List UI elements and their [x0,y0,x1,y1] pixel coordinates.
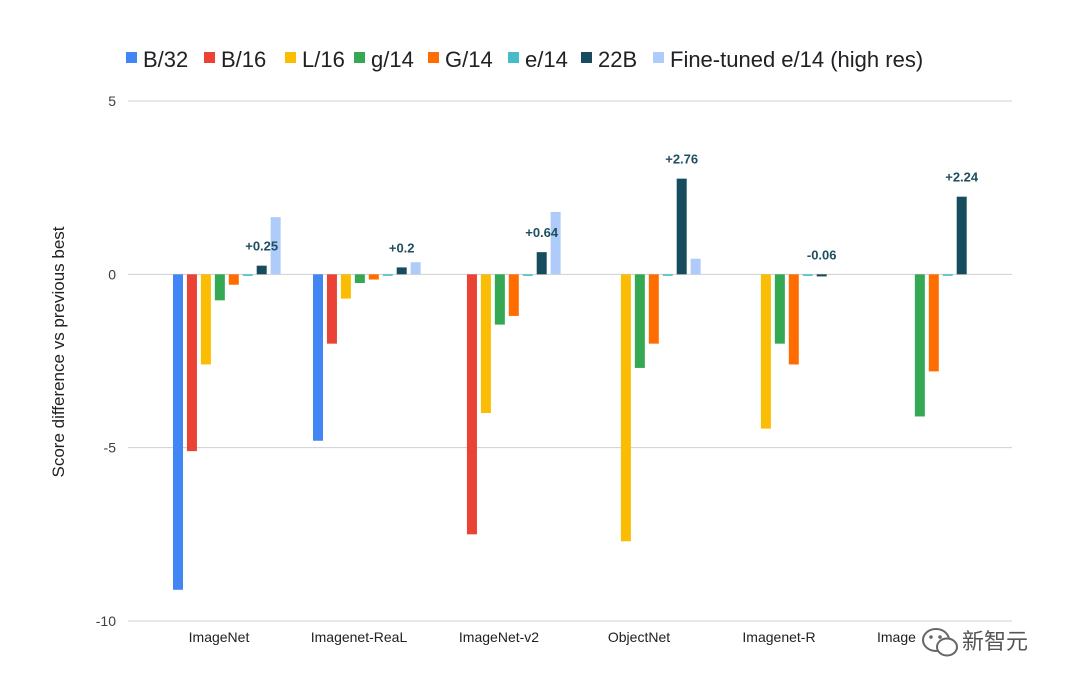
bar [662,274,673,276]
annotation-label: -0.06 [807,247,837,262]
y-axis-ticks: 5 0 -5 -10 [96,93,116,629]
bar [788,274,799,365]
bar [760,274,771,429]
bar [480,274,491,413]
annotation-label: +0.64 [525,225,559,240]
x-category-label: ImageNet [189,629,250,645]
bar [508,274,519,316]
bar [648,274,659,344]
bars [173,178,967,590]
bar [186,274,197,452]
y-axis-label: Score difference vs previous best [49,226,68,477]
y-tick-label: -5 [104,440,117,456]
legend-swatch [428,52,439,63]
watermark: 新智元 [922,628,1028,657]
bar [354,274,365,283]
bar [690,258,701,275]
bar [340,274,351,299]
bar [242,274,253,276]
bar [942,274,953,276]
bar [494,274,505,325]
legend-label: L/16 [302,47,345,72]
y-tick-label: 0 [108,266,116,282]
bar [256,265,267,275]
bar [816,274,827,277]
bar-annotations: +0.25 +0.2 +0.64 +2.76 -0.06 +2.24 [245,152,979,263]
gridlines [128,100,1012,622]
legend-item: e/14 [508,47,568,72]
legend-label: g/14 [371,47,414,72]
legend-item: B/32 [126,47,188,72]
legend-swatch [581,52,592,63]
bar [466,274,477,535]
bar [228,274,239,285]
annotation-label: +2.24 [945,170,979,185]
watermark-text: 新智元 [962,630,1028,655]
legend-label: 22B [598,47,637,72]
legend-swatch [285,52,296,63]
bar [326,274,337,344]
bar [313,274,323,441]
x-category-label: Imagenet-R [742,629,815,645]
bar [368,274,379,280]
bar [522,274,533,276]
annotation-label: +0.25 [245,239,278,254]
x-category-label: ObjectNet [608,629,670,645]
annotation-label: +0.2 [389,240,415,255]
legend-item: 22B [581,47,637,72]
legend-label: G/14 [445,47,493,72]
bar [200,274,211,365]
legend-item: Fine-tuned e/14 (high res) [653,47,923,72]
legend-item: B/16 [204,47,266,72]
bar [214,274,225,301]
bar [550,211,561,275]
bar [382,274,393,276]
x-axis-categories: ImageNet Imagenet-ReaL ImageNet-v2 ObjectNe… [189,629,916,645]
wechat-icon [922,628,958,657]
bar [173,274,183,590]
bar [536,252,547,275]
bar [634,274,645,368]
annotation-label: +2.76 [665,152,698,167]
legend-swatch [204,52,215,63]
bar [620,274,631,542]
legend-item: g/14 [354,47,414,72]
x-category-label: Image [877,629,916,645]
x-category-label: ImageNet-v2 [459,629,539,645]
bar [774,274,785,344]
bar [928,274,939,372]
legend-swatch [508,52,519,63]
y-tick-label: 5 [108,93,116,109]
legend-label: Fine-tuned e/14 (high res) [670,47,923,72]
legend-item: G/14 [428,47,493,72]
legend-swatch [126,52,137,63]
legend-label: B/16 [221,47,266,72]
legend: B/32 B/16 L/16 g/14 G/14 e/14 22B Fine-tuned e/… [126,47,923,72]
legend-swatch [653,52,664,63]
bar [956,196,967,275]
bar [396,267,407,275]
bar [270,217,281,275]
y-tick-label: -10 [96,613,116,629]
bar [676,178,687,275]
bar [410,262,421,275]
legend-label: e/14 [525,47,568,72]
bar [802,274,813,276]
x-category-label: Imagenet-ReaL [311,629,408,645]
legend-label: B/32 [143,47,188,72]
legend-swatch [354,52,365,63]
legend-item: L/16 [285,47,345,72]
bar [914,274,925,417]
